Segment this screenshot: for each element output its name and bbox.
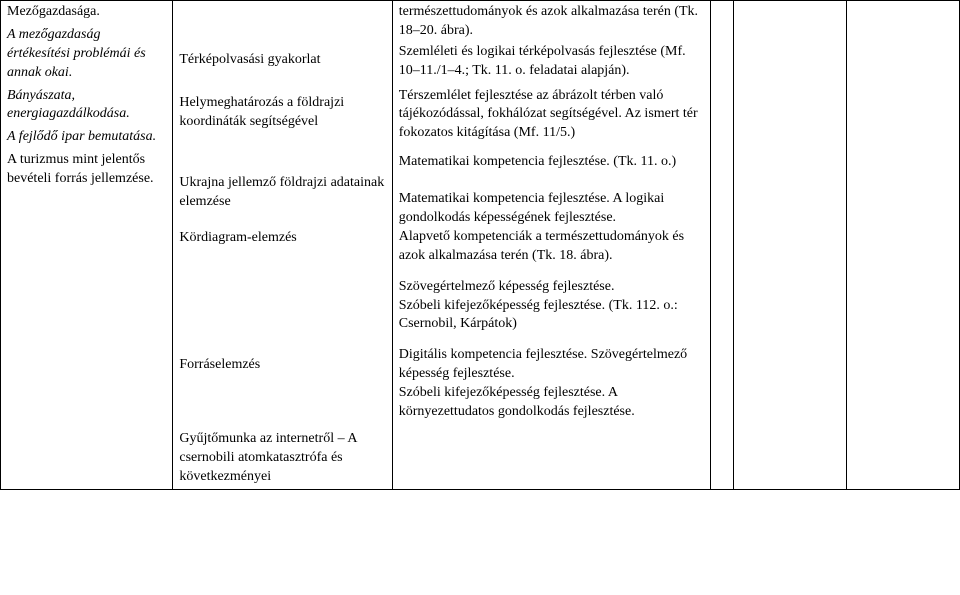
topic-line-2: Bányászata, energiagazdálkodása.	[7, 87, 166, 125]
cell-empty-1	[711, 1, 734, 490]
topic-line-3: A fejlődő ipar bemutatása.	[7, 128, 166, 147]
activity-block: Térképolvasási gyakorlat	[179, 51, 385, 70]
cell-topics: Mezőgazdasága. A mezőgazdaság értékesíté…	[1, 1, 173, 490]
activity-block: Helymeghatározás a földrajzi koordináták…	[179, 94, 385, 132]
topic-line-4: A turizmus mint jelentős bevételi forrás…	[7, 151, 166, 189]
topic-line-0: Mezőgazdasága.	[7, 3, 166, 22]
activity-block: Forráselemzés	[179, 356, 385, 375]
activity-block: Kördiagram-elemzés	[179, 229, 385, 248]
cell-empty-2	[734, 1, 847, 490]
cell-activities: Térképolvasási gyakorlat Helymeghatározás…	[173, 1, 392, 490]
competency-block: Matematikai kompetencia fejlesztése. A l…	[399, 190, 705, 266]
table-row: Mezőgazdasága. A mezőgazdaság értékesíté…	[1, 1, 960, 490]
content-table: Mezőgazdasága. A mezőgazdaság értékesíté…	[0, 0, 960, 490]
activity-block: Gyűjtőmunka az internetről – A csernobil…	[179, 430, 385, 487]
competency-block: Szövegértelmező képesség fejlesztése.Szó…	[399, 278, 705, 335]
activity-block: Ukrajna jellemző földrajzi adatainak ele…	[179, 174, 385, 212]
topic-line-1: A mezőgazdaság értékesítési problémái és…	[7, 26, 166, 83]
cell-competencies: természettudományok és azok alkalmazása …	[392, 1, 711, 490]
cell-empty-3	[847, 1, 960, 490]
competency-block: Szemléleti és logikai térképolvasás fejl…	[399, 43, 705, 81]
competency-block: természettudományok és azok alkalmazása …	[399, 3, 705, 41]
competency-block: Matematikai kompetencia fejlesztése. (Tk…	[399, 153, 705, 172]
competency-block: Digitális kompetencia fejlesztése. Szöve…	[399, 346, 705, 422]
competency-block: Térszemlélet fejlesztése az ábrázolt tér…	[399, 87, 705, 144]
